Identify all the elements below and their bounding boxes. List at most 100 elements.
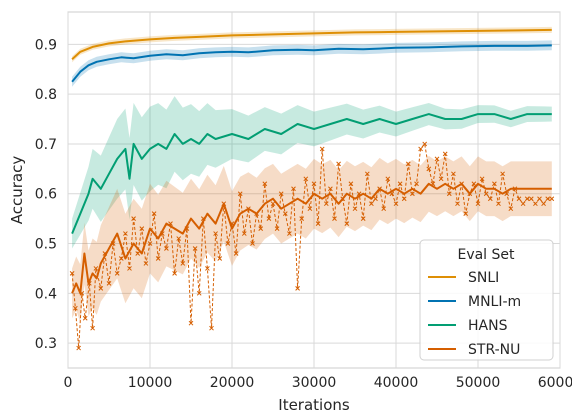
dashed-marker	[76, 345, 82, 351]
dashed-marker	[135, 251, 141, 256]
dashed-marker	[93, 266, 99, 271]
mnli-m-line	[71, 44, 552, 83]
dashed-marker	[545, 196, 551, 202]
dashed-marker	[377, 186, 382, 192]
dashed-marker	[516, 196, 522, 202]
dashed-marker	[114, 271, 120, 276]
x-tick-label: 20000	[210, 375, 255, 391]
hans-band	[72, 96, 552, 249]
x-tick-label: 40000	[374, 375, 419, 391]
dashed-marker	[451, 171, 456, 177]
dashed-marker	[205, 266, 210, 271]
mnli-m-band	[72, 40, 552, 87]
x-tick-label: 10000	[128, 375, 173, 391]
dashed-marker	[123, 231, 128, 236]
x-axis-label: Iterations	[278, 396, 350, 414]
dashed-marker	[405, 161, 411, 167]
dashed-marker	[282, 211, 288, 217]
y-tick-label: 0.5	[35, 237, 57, 253]
dashed-marker	[217, 256, 223, 261]
legend-title: Eval Set	[457, 247, 515, 263]
dashed-marker	[430, 181, 436, 187]
confidence-bands	[72, 26, 552, 323]
dashed-marker	[233, 251, 239, 256]
dashed-marker	[528, 196, 534, 202]
legend: Eval Set SNLI MNLI-m HANS STR-NU	[419, 239, 554, 361]
dashed-marker	[381, 206, 387, 212]
dashed-marker	[110, 241, 116, 246]
dashed-marker	[504, 191, 510, 197]
dashed-marker	[168, 221, 173, 226]
y-tick-label: 0.7	[35, 137, 57, 153]
x-tick-label: 30000	[292, 375, 337, 391]
dashed-marker	[86, 281, 92, 286]
dashed-marker	[500, 171, 505, 177]
dashed-marker	[459, 181, 464, 187]
dashed-marker	[303, 176, 309, 182]
dashed-marker	[184, 226, 190, 231]
dashed-marker	[258, 226, 264, 231]
dashed-marker	[467, 191, 473, 197]
dashed-marker	[246, 206, 251, 212]
dashed-marker	[270, 201, 276, 207]
dashed-marker	[369, 201, 374, 207]
dashed-marker	[250, 241, 255, 246]
dashed-marker	[537, 196, 542, 202]
dashed-marker	[434, 156, 440, 162]
dashed-marker	[73, 305, 78, 311]
y-axis-label: Accuracy	[8, 156, 26, 225]
dashed-marker	[98, 285, 104, 291]
dashed-marker	[241, 231, 247, 236]
dashed-marker	[200, 216, 206, 221]
dashed-marker	[360, 216, 366, 221]
dashed-marker	[188, 320, 194, 326]
dashed-marker	[82, 315, 88, 321]
dashed-marker	[90, 325, 95, 331]
y-tick-label: 0.9	[35, 37, 57, 53]
dashed-marker	[106, 281, 112, 286]
dashed-marker	[520, 201, 526, 207]
hans-line	[71, 113, 552, 234]
dashed-marker	[299, 216, 305, 221]
dashed-marker	[397, 181, 403, 187]
dashed-marker	[278, 191, 284, 197]
dashed-marker	[225, 241, 231, 246]
dashed-marker	[118, 256, 124, 261]
dashed-marker	[524, 196, 530, 202]
dashed-marker	[127, 266, 132, 271]
dashed-marker	[69, 271, 75, 276]
dashed-marker	[139, 226, 145, 231]
dashed-marker	[328, 186, 333, 192]
dashed-marker	[336, 161, 341, 167]
dashed-marker	[254, 211, 259, 217]
dashed-marker	[180, 261, 186, 266]
snli-line	[71, 28, 552, 61]
y-tick-label: 0.6	[35, 187, 57, 203]
dashed-marker	[102, 251, 108, 256]
dashed-marker	[172, 271, 177, 276]
dashed-marker	[352, 206, 358, 212]
dashed-marker	[274, 226, 280, 231]
dashed-marker	[147, 241, 153, 246]
dashed-marker	[479, 176, 485, 182]
dashed-marker	[483, 191, 489, 197]
dashed-marker	[508, 206, 514, 212]
dashed-marker	[340, 196, 346, 202]
dashed-marker	[455, 201, 460, 207]
dashed-marker	[262, 181, 268, 187]
dashed-marker	[410, 191, 415, 197]
dashed-marker	[192, 246, 198, 251]
y-tick-labels: 0.3 0.4 0.5 0.6 0.7 0.8 0.9	[35, 37, 57, 352]
dashed-marker	[291, 186, 296, 192]
dashed-marker	[176, 236, 182, 241]
dashed-marker	[131, 216, 136, 221]
dashed-marker	[196, 290, 202, 296]
snli-legend-label: SNLI	[468, 270, 499, 286]
dashed-marker	[471, 181, 477, 187]
dashed-marker	[237, 191, 243, 197]
dashed-marker	[213, 231, 218, 236]
legend-box	[419, 239, 554, 361]
dashed-marker	[422, 141, 428, 147]
dashed-marker	[446, 191, 452, 197]
